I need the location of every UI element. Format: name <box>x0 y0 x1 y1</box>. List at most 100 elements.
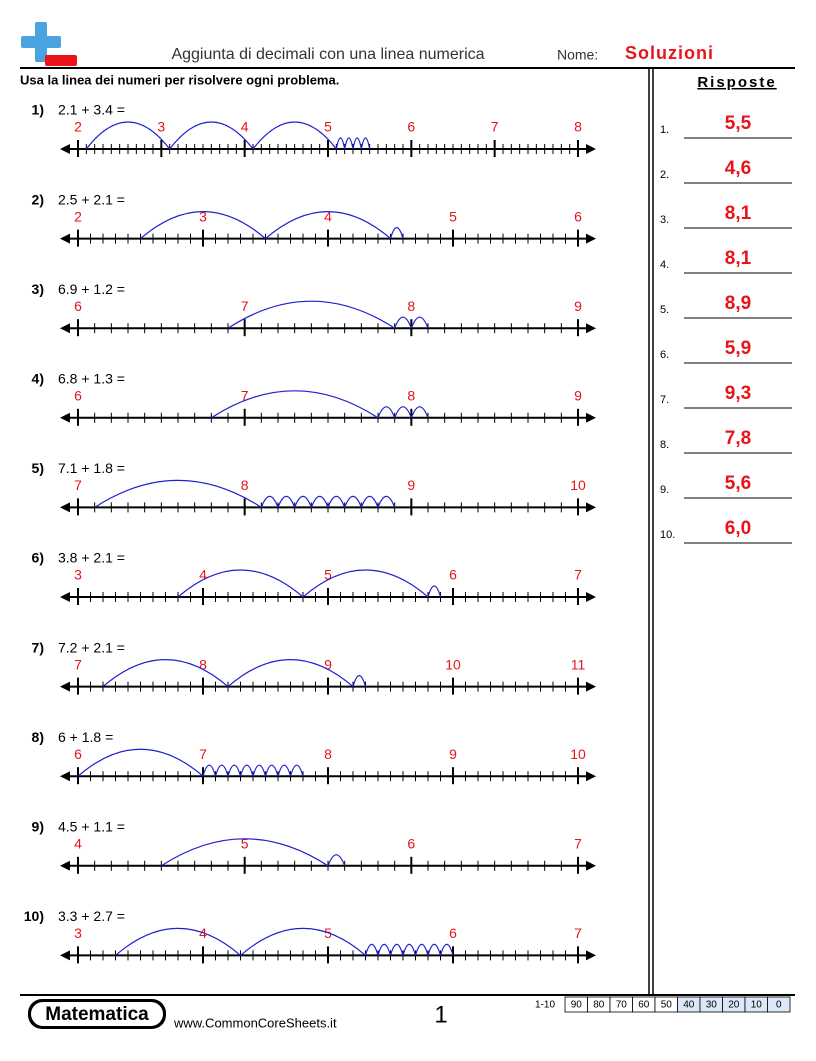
scale-label: 7 <box>574 567 582 583</box>
jump-arc <box>310 495 329 508</box>
arrow <box>586 681 596 692</box>
jump-arc <box>115 927 241 956</box>
problem-expression: 6.9 + 1.2 = <box>58 281 125 297</box>
scale-label: 5 <box>324 567 332 583</box>
jump-arc <box>377 406 396 419</box>
scale-label: 6 <box>74 746 82 762</box>
name-value: Soluzioni <box>625 43 714 63</box>
jump-arc <box>140 211 266 240</box>
problem-expression: 2.5 + 2.1 = <box>58 191 125 207</box>
problem-expression: 6 + 1.8 = <box>58 729 113 745</box>
problem-number: 4) <box>32 371 44 387</box>
answer-value: 8,1 <box>725 248 752 269</box>
jump-arc <box>439 943 454 956</box>
scale-label: 8 <box>407 388 415 404</box>
problem-number: 9) <box>32 819 44 835</box>
answer-value: 6,0 <box>725 518 751 539</box>
problem-number: 6) <box>32 550 44 566</box>
problem-number: 7) <box>32 639 44 655</box>
arrow <box>60 233 70 244</box>
scale-label: 5 <box>324 119 332 135</box>
arrow <box>60 681 70 692</box>
answer-number: 4. <box>660 259 669 271</box>
jump-arc <box>327 854 346 867</box>
jump-arc <box>252 121 337 150</box>
arrow <box>586 502 596 513</box>
arrow <box>586 592 596 602</box>
jump-arc <box>427 585 442 598</box>
problem-number: 10) <box>24 908 44 924</box>
scale-label: 6 <box>407 836 415 852</box>
problem-number: 1) <box>32 102 44 118</box>
jump-arc <box>94 479 262 508</box>
jump-arc <box>294 495 312 508</box>
answer-number: 5. <box>660 304 669 316</box>
scale-label: 10 <box>570 477 586 493</box>
jump-arc <box>344 495 362 508</box>
jump-arc <box>327 495 346 508</box>
scale-label: 3 <box>74 925 82 941</box>
url: www.CommonCoreSheets.it <box>173 1015 337 1030</box>
jump-arc <box>264 764 279 777</box>
scale-label: 6 <box>407 119 415 135</box>
jump-arc <box>344 137 354 150</box>
jump-arc <box>394 406 412 419</box>
score-label: 1-10 <box>535 1000 555 1011</box>
jump-arc <box>277 495 296 508</box>
jump-arc <box>389 226 404 239</box>
scale-label: 8 <box>324 746 332 762</box>
jump-arc <box>427 943 442 956</box>
answer-number: 10. <box>660 529 675 541</box>
scale-label: 9 <box>574 298 582 314</box>
jump-arc <box>85 121 171 150</box>
score-value: 50 <box>661 1000 673 1011</box>
problem-expression: 6.8 + 1.3 = <box>58 371 125 387</box>
jump-arc <box>377 495 396 508</box>
jump-arc <box>302 569 429 598</box>
jump-arc <box>352 675 367 687</box>
answer-value: 5,6 <box>725 473 751 494</box>
problem-expression: 4.5 + 1.1 = <box>58 819 125 835</box>
scale-label: 3 <box>157 119 165 135</box>
jump-arc <box>177 569 304 598</box>
jump-arc <box>394 316 412 329</box>
arrow <box>586 771 596 782</box>
jump-arc <box>277 764 292 777</box>
problem-expression: 3.3 + 2.7 = <box>58 908 125 924</box>
scale-label: 10 <box>445 656 461 672</box>
arrow <box>60 771 70 782</box>
arrow <box>586 412 596 423</box>
jump-arc <box>161 838 329 867</box>
scale-label: 4 <box>324 208 332 224</box>
jump-arc <box>102 659 229 688</box>
scale-label: 7 <box>241 388 249 404</box>
scale-label: 7 <box>574 836 582 852</box>
scale-label: 5 <box>241 836 249 852</box>
answer-value: 5,9 <box>725 338 751 359</box>
answers-title: Risposte <box>697 74 776 91</box>
answer-number: 1. <box>660 124 669 136</box>
jump-arc <box>335 137 346 150</box>
jump-arc <box>352 137 362 150</box>
answer-value: 4,6 <box>725 158 751 179</box>
scale-label: 2 <box>74 119 82 135</box>
brand-badge-inner <box>31 1002 163 1026</box>
logo <box>21 22 77 66</box>
arrow <box>60 502 70 513</box>
scale-label: 9 <box>407 477 415 493</box>
scale-label: 8 <box>407 298 415 314</box>
answer-value: 7,8 <box>725 428 751 449</box>
scale-label: 9 <box>324 656 332 672</box>
scale-label: 4 <box>74 836 82 852</box>
answer-value: 9,3 <box>725 383 751 404</box>
scale-label: 8 <box>241 477 249 493</box>
answer-value: 8,1 <box>725 203 752 224</box>
score-value: 30 <box>706 1000 718 1011</box>
brand: Matematica <box>45 1004 149 1025</box>
jump-arc <box>227 764 242 777</box>
score-value: 20 <box>728 1000 740 1011</box>
arrow <box>60 860 70 871</box>
scale-label: 6 <box>574 208 582 224</box>
arrow <box>60 412 70 423</box>
